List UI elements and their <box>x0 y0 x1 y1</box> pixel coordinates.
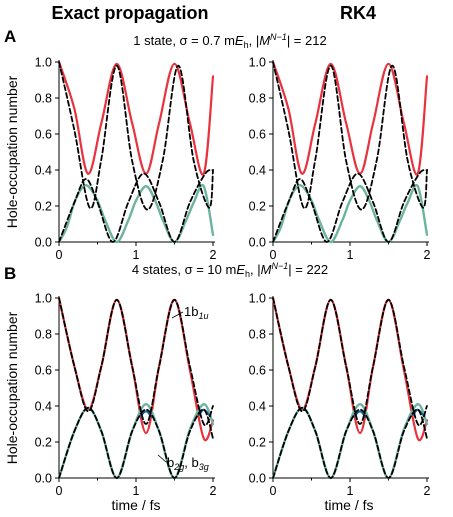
y-tick-label: 0.4 <box>249 164 266 178</box>
panel-letter-b: B <box>4 264 16 283</box>
panel-a-exact: 0 1 2 0.0 0.2 0.4 0.6 0.8 1.0 <box>35 56 217 263</box>
x-tick-label: 0 <box>270 248 277 262</box>
y-tick-label: 0.6 <box>249 128 266 142</box>
left-column-title: Exact propagation <box>51 3 208 23</box>
annotation-b2g-leader <box>157 454 167 463</box>
x-axis-label-right: time / fs <box>324 497 373 513</box>
series-line-dashed-2 <box>272 406 428 479</box>
x-tick-label: 2 <box>424 248 431 262</box>
series-line-dashed-1 <box>272 297 428 427</box>
y-tick-label: 0.2 <box>35 200 52 214</box>
y-tick-label: 0.4 <box>35 400 52 414</box>
y-tick-label: 0.6 <box>35 364 52 378</box>
y-tick-label: 0.8 <box>35 92 52 106</box>
x-tick-label: 0 <box>270 484 277 498</box>
x-axis-label-left: time / fs <box>111 497 160 513</box>
y-tick-label: 0.2 <box>249 436 266 450</box>
series-line-solid-green <box>271 183 429 244</box>
panel-b-exact: 0 1 2 0.0 0.2 0.4 0.6 0.8 1.0 <box>35 292 217 499</box>
y-tick-label: 0.2 <box>249 200 266 214</box>
series-line-solid-red <box>57 60 215 176</box>
series-line-dashed-2 <box>272 169 428 243</box>
x-tick-label: 1 <box>133 248 140 262</box>
row-a-title: 1 state, σ = 0.7 mEh, |MN−1| = 212 <box>133 32 326 50</box>
x-tick-label: 0 <box>56 484 63 498</box>
y-axis-label-b: Hole-occupation number <box>4 311 20 464</box>
series-line-dashed-2 <box>58 169 214 243</box>
row-b-title: 4 states, σ = 10 mEh, |MN−1| = 222 <box>132 261 328 279</box>
x-tick-label: 2 <box>424 484 431 498</box>
x-tick-label: 0 <box>56 248 63 262</box>
y-tick-label: 1.0 <box>249 56 266 70</box>
panel-b-rk4: 0 1 2 0.0 0.2 0.4 0.6 0.8 1.0 <box>249 292 431 499</box>
y-tick-label: 0.8 <box>249 328 266 342</box>
series-line-dashed-2 <box>58 406 214 479</box>
series-line-solid-green <box>57 183 215 244</box>
y-tick-label: 0.6 <box>35 128 52 142</box>
series-line-dashed-1 <box>272 61 428 211</box>
x-tick-label: 1 <box>133 484 140 498</box>
y-tick-label: 0.0 <box>35 236 52 250</box>
annotation-b2g-b3g: b2g, b3g <box>167 455 209 472</box>
y-tick-label: 1.0 <box>35 56 52 70</box>
y-tick-label: 0.6 <box>249 364 266 378</box>
y-tick-label: 0.4 <box>249 400 266 414</box>
y-tick-label: 0.8 <box>35 328 52 342</box>
series-line-dashed-1 <box>58 61 214 211</box>
y-tick-label: 1.0 <box>35 292 52 306</box>
y-tick-label: 0.4 <box>35 164 52 178</box>
series-line-solid-red <box>271 60 429 176</box>
y-tick-label: 0.8 <box>249 92 266 106</box>
x-tick-label: 2 <box>210 484 217 498</box>
series-line-dashed-1 <box>58 297 214 427</box>
y-tick-label: 0.0 <box>249 236 266 250</box>
y-tick-label: 0.0 <box>35 472 52 486</box>
x-tick-label: 1 <box>347 484 354 498</box>
panel-a-rk4: 0 1 2 0.0 0.2 0.4 0.6 0.8 1.0 <box>249 56 431 263</box>
x-tick-label: 1 <box>347 248 354 262</box>
y-tick-label: 0.2 <box>35 436 52 450</box>
panel-letter-a: A <box>4 27 16 46</box>
x-tick-label: 2 <box>210 248 217 262</box>
annotation-1b1u-leader <box>171 311 184 319</box>
y-tick-label: 0.0 <box>249 472 266 486</box>
y-tick-label: 1.0 <box>249 292 266 306</box>
annotation-1b1u: 1b1u <box>184 304 208 321</box>
y-axis-label-a: Hole-occupation number <box>4 75 20 228</box>
right-column-title: RK4 <box>340 3 376 23</box>
